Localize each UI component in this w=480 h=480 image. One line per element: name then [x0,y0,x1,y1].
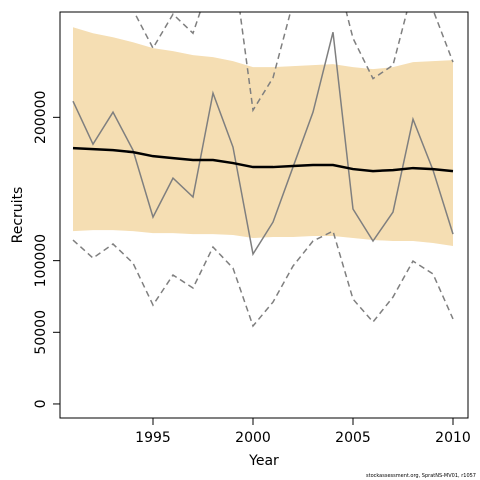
y-tick-label: 200000 [33,91,49,144]
x-tick-label: 2005 [335,430,371,446]
series-line [133,12,454,113]
x-tick-label: 1995 [135,430,171,446]
plot-area [72,12,454,328]
y-tick-label: 100000 [33,234,49,287]
y-tick-label: 0 [33,399,49,408]
series-line [72,146,454,173]
plot-frame [59,11,469,419]
series-line [72,230,454,328]
y-axis-label: Recruits [10,187,26,244]
x-tick-label: 2010 [435,430,471,446]
x-axis-label: Year [248,453,279,469]
series-line [72,32,454,257]
footer: stockassessment.org, SpratNS-MV01, r1057 [366,473,476,479]
confidence-band [73,27,453,247]
x-tick-label: 2000 [235,430,271,446]
y-tick-label: 50000 [33,310,49,355]
